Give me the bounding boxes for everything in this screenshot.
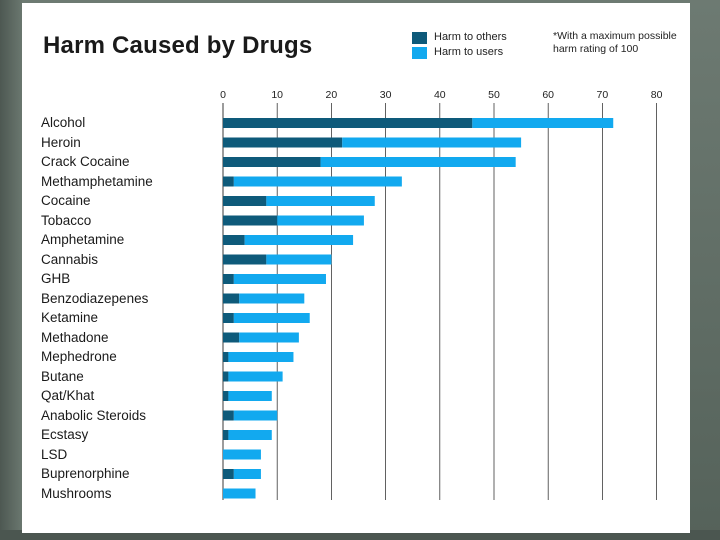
chart-note: *With a maximum possible harm rating of …: [553, 30, 677, 55]
category-label-heroin: Heroin: [41, 134, 81, 150]
category-label-buprenorphine: Buprenorphine: [41, 466, 130, 481]
category-label-cocaine: Cocaine: [41, 193, 91, 208]
category-label-mephedrone: Mephedrone: [41, 349, 117, 364]
bar-benzodiazepenes-harm-to-users: [239, 293, 305, 304]
bar-methamphetamine-harm-to-users: [233, 176, 402, 187]
category-label-amphetamine: Amphetamine: [41, 232, 125, 247]
legend-label-harm-to-users: Harm to users: [434, 46, 504, 58]
category-label-ghb: GHB: [41, 271, 71, 286]
x-tick-label-20: 20: [325, 89, 338, 101]
bar-cannabis-harm-to-users: [266, 254, 332, 265]
bar-tobacco-harm-to-others: [223, 215, 278, 226]
bar-buprenorphine-harm-to-others: [223, 469, 234, 479]
bar-ghb-harm-to-others: [223, 274, 234, 284]
category-label-crack-cocaine: Crack Cocaine: [41, 154, 130, 169]
slide-left-edge: [0, 0, 22, 540]
bar-butane-harm-to-others: [223, 371, 229, 382]
bar-methadone-harm-to-others: [223, 332, 240, 343]
bar-qat-khat-harm-to-others: [223, 391, 229, 401]
bar-crack-cocaine-harm-to-others: [223, 157, 321, 167]
bar-tobacco-harm-to-users: [277, 215, 364, 226]
category-label-benzodiazepenes: Benzodiazepenes: [41, 290, 149, 306]
bar-benzodiazepenes-harm-to-others: [223, 293, 240, 304]
bar-ecstasy-harm-to-others: [223, 430, 229, 440]
bar-amphetamine-harm-to-others: [223, 235, 245, 245]
bar-buprenorphine-harm-to-users: [233, 469, 261, 479]
bar-heroin-harm-to-others: [223, 137, 343, 148]
x-tick-label-50: 50: [488, 89, 500, 101]
bar-amphetamine-harm-to-users: [244, 235, 354, 245]
bar-mushrooms-harm-to-users: [223, 488, 256, 499]
chart-title: Harm Caused by Drugs: [43, 32, 313, 59]
category-label-methamphetamine: Methamphetamine: [41, 173, 153, 189]
category-label-anabolic-steroids: Anabolic Steroids: [41, 407, 147, 423]
x-tick-label-80: 80: [650, 89, 663, 101]
category-label-ketamine: Ketamine: [41, 310, 99, 325]
bar-ketamine-harm-to-users: [233, 313, 310, 323]
chart-card: Harm Caused by Drugs Harm to others Harm…: [22, 3, 690, 533]
x-tick-label-40: 40: [433, 89, 446, 101]
category-label-cannabis: Cannabis: [41, 251, 99, 267]
bar-heroin-harm-to-users: [342, 137, 522, 148]
bar-crack-cocaine-harm-to-users: [320, 157, 516, 167]
x-tick-label-70: 70: [596, 89, 609, 101]
bar-lsd-harm-to-users: [223, 449, 261, 460]
bar-qat-khat-harm-to-users: [228, 391, 272, 401]
bar-ghb-harm-to-users: [233, 274, 326, 284]
slide-bottom-edge: [0, 530, 720, 540]
bar-chart: [222, 103, 657, 500]
x-tick-label-30: 30: [379, 89, 392, 101]
bar-cocaine-harm-to-users: [266, 196, 375, 206]
x-tick-label-0: 0: [220, 89, 226, 101]
bar-cannabis-harm-to-others: [223, 254, 267, 265]
category-label-alcohol: Alcohol: [41, 115, 86, 130]
bar-anabolic-steroids-harm-to-users: [233, 410, 278, 421]
bar-anabolic-steroids-harm-to-others: [223, 410, 234, 421]
bar-cocaine-harm-to-others: [223, 196, 267, 206]
legend-swatch-harm-to-others: [412, 32, 427, 44]
bar-butane-harm-to-users: [228, 371, 283, 382]
legend-label-harm-to-others: Harm to others: [434, 31, 507, 43]
bar-ecstasy-harm-to-users: [228, 430, 272, 440]
category-label-ecstasy: Ecstasy: [41, 427, 89, 442]
category-label-lsd: LSD: [41, 446, 68, 462]
category-label-methadone: Methadone: [41, 329, 109, 345]
legend-swatch-harm-to-users: [412, 47, 427, 59]
bar-alcohol-harm-to-others: [223, 118, 473, 128]
category-label-tobacco: Tobacco: [41, 212, 92, 228]
x-tick-label-60: 60: [542, 89, 555, 101]
category-label-mushrooms: Mushrooms: [41, 485, 112, 501]
bar-methamphetamine-harm-to-others: [223, 176, 234, 187]
category-label-butane: Butane: [41, 368, 84, 384]
category-label-qat-khat: Qat/Khat: [41, 388, 95, 403]
bar-mephedrone-harm-to-users: [228, 352, 294, 362]
bar-alcohol-harm-to-users: [472, 118, 614, 128]
bar-mephedrone-harm-to-others: [223, 352, 229, 362]
x-tick-label-10: 10: [271, 89, 284, 101]
bar-ketamine-harm-to-others: [223, 313, 234, 323]
bar-methadone-harm-to-users: [239, 332, 299, 343]
